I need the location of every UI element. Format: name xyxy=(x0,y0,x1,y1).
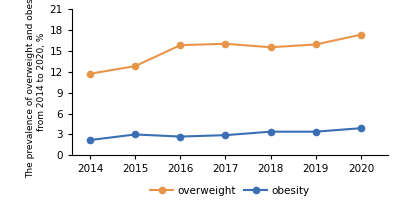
obesity xyxy=(223,134,228,137)
overweight xyxy=(223,42,228,45)
Y-axis label: The prevalence of overweight and obesity
from 2014 to 2020, %: The prevalence of overweight and obesity… xyxy=(26,0,46,178)
Line: obesity: obesity xyxy=(87,125,364,143)
obesity xyxy=(268,130,273,133)
overweight xyxy=(358,33,363,36)
obesity xyxy=(133,133,138,136)
Legend: overweight, obesity: overweight, obesity xyxy=(146,182,314,200)
Line: overweight: overweight xyxy=(87,32,364,77)
overweight xyxy=(268,46,273,49)
overweight xyxy=(88,72,92,75)
overweight xyxy=(133,65,138,67)
overweight xyxy=(178,44,183,46)
overweight xyxy=(313,43,318,46)
obesity xyxy=(358,127,363,129)
obesity xyxy=(313,130,318,133)
obesity xyxy=(178,135,183,138)
obesity xyxy=(88,139,92,141)
